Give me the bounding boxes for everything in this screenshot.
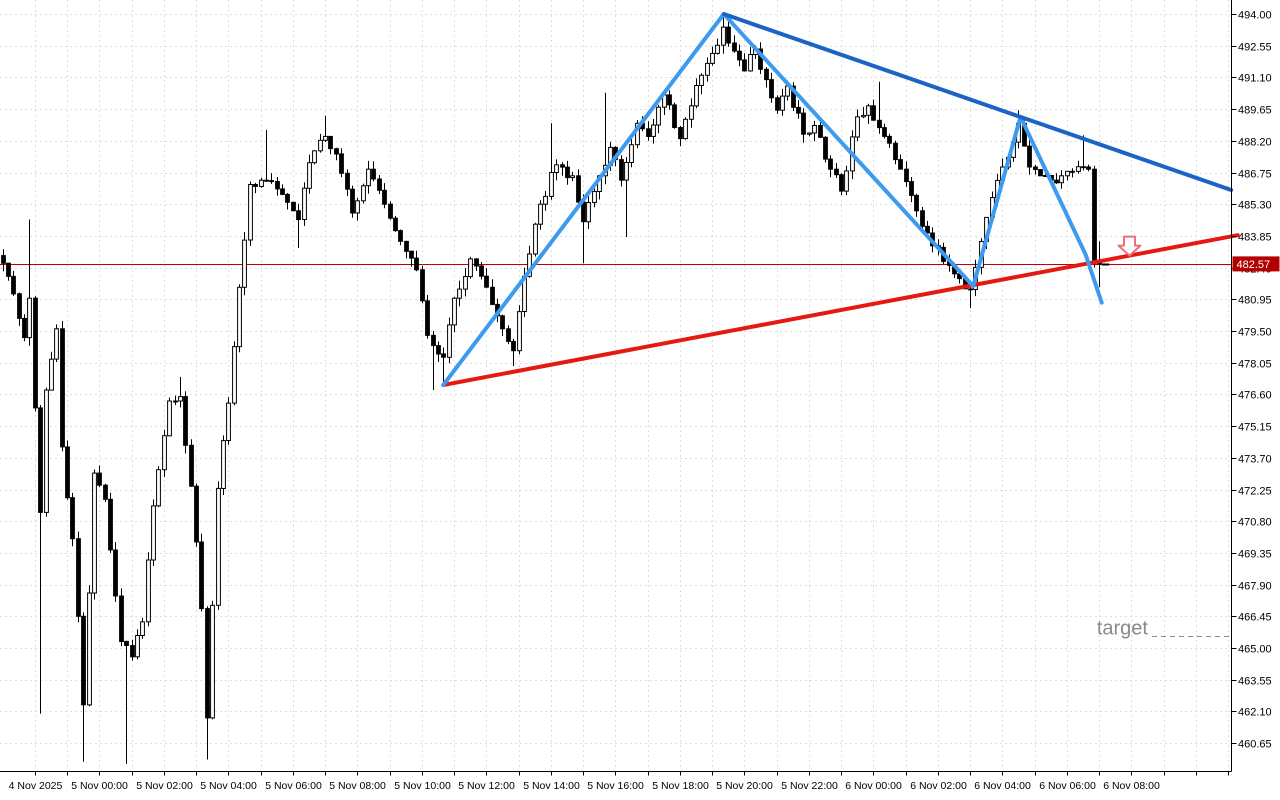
price-tick-label: 466.45 xyxy=(1238,612,1272,624)
price-tick-label: 488.20 xyxy=(1238,137,1272,149)
price-tick-label: 475.15 xyxy=(1238,422,1272,434)
time-tick-label: 5 Nov 18:00 xyxy=(652,780,709,792)
price-tick-label: 460.65 xyxy=(1238,739,1272,751)
zigzag-pattern-line[interactable] xyxy=(441,12,1104,387)
time-tick-label: 5 Nov 08:00 xyxy=(329,780,386,792)
price-tick-label: 473.70 xyxy=(1238,454,1272,466)
current-price-badge xyxy=(1232,256,1280,272)
ascending-support-trendline[interactable] xyxy=(441,233,1240,387)
price-tick-label: 472.25 xyxy=(1238,486,1272,498)
time-tick-label: 6 Nov 00:00 xyxy=(845,780,902,792)
price-tick-label: 467.90 xyxy=(1238,581,1272,593)
price-tick-label: 465.00 xyxy=(1238,644,1272,656)
price-tick-label: 480.95 xyxy=(1238,295,1272,307)
time-tick-label: 5 Nov 20:00 xyxy=(716,780,773,792)
price-tick-label: 470.80 xyxy=(1238,517,1272,529)
time-tick-label: 6 Nov 06:00 xyxy=(1039,780,1096,792)
time-tick-label: 5 Nov 10:00 xyxy=(394,780,451,792)
time-tick-label: 5 Nov 12:00 xyxy=(458,780,515,792)
price-tick-label: 494.00 xyxy=(1238,10,1272,22)
time-tick-label: 4 Nov 2025 xyxy=(9,780,63,792)
time-tick-label: 5 Nov 22:00 xyxy=(781,780,838,792)
time-tick-label: 5 Nov 14:00 xyxy=(523,780,580,792)
price-tick-label: 491.10 xyxy=(1238,73,1272,85)
price-tick-label: 476.60 xyxy=(1238,390,1272,402)
price-tick-label: 462.10 xyxy=(1238,707,1272,719)
price-tick-label: 463.55 xyxy=(1238,676,1272,688)
time-tick-label: 6 Nov 08:00 xyxy=(1103,780,1160,792)
time-tick-label: 6 Nov 04:00 xyxy=(974,780,1031,792)
price-tick-label: 486.75 xyxy=(1238,169,1272,181)
time-tick-label: 6 Nov 02:00 xyxy=(910,780,967,792)
target-label[interactable]: target xyxy=(1097,618,1149,640)
grid xyxy=(0,0,1232,771)
price-tick-label: 469.35 xyxy=(1238,549,1272,561)
price-tick-label: 489.65 xyxy=(1238,105,1272,117)
sell-arrow-icon[interactable] xyxy=(1117,235,1142,257)
price-tick-label: 485.30 xyxy=(1238,200,1272,212)
current-price-badge-label: 482.57 xyxy=(1237,259,1271,271)
time-tick-label: 5 Nov 06:00 xyxy=(265,780,322,792)
price-tick-label: 479.50 xyxy=(1238,327,1272,339)
price-tick-label: 483.85 xyxy=(1238,232,1272,244)
candlestick-series xyxy=(1,14,1102,764)
time-tick-label: 5 Nov 16:00 xyxy=(587,780,644,792)
price-tick-label: 478.05 xyxy=(1238,359,1272,371)
time-tick-label: 5 Nov 00:00 xyxy=(71,780,128,792)
price-axis: 494.00 492.55 491.10 489.65 488.20 486.75 485.… xyxy=(1231,10,1280,751)
time-axis: 4 Nov 2025 5 Nov 00:00 5 Nov 02:00 5 Nov 04… xyxy=(9,771,1229,792)
time-tick-label: 5 Nov 02:00 xyxy=(136,780,193,792)
time-tick-label: 5 Nov 04:00 xyxy=(200,780,257,792)
descending-resistance-trendline[interactable] xyxy=(721,12,1234,192)
price-tick-label: 492.55 xyxy=(1238,42,1272,54)
